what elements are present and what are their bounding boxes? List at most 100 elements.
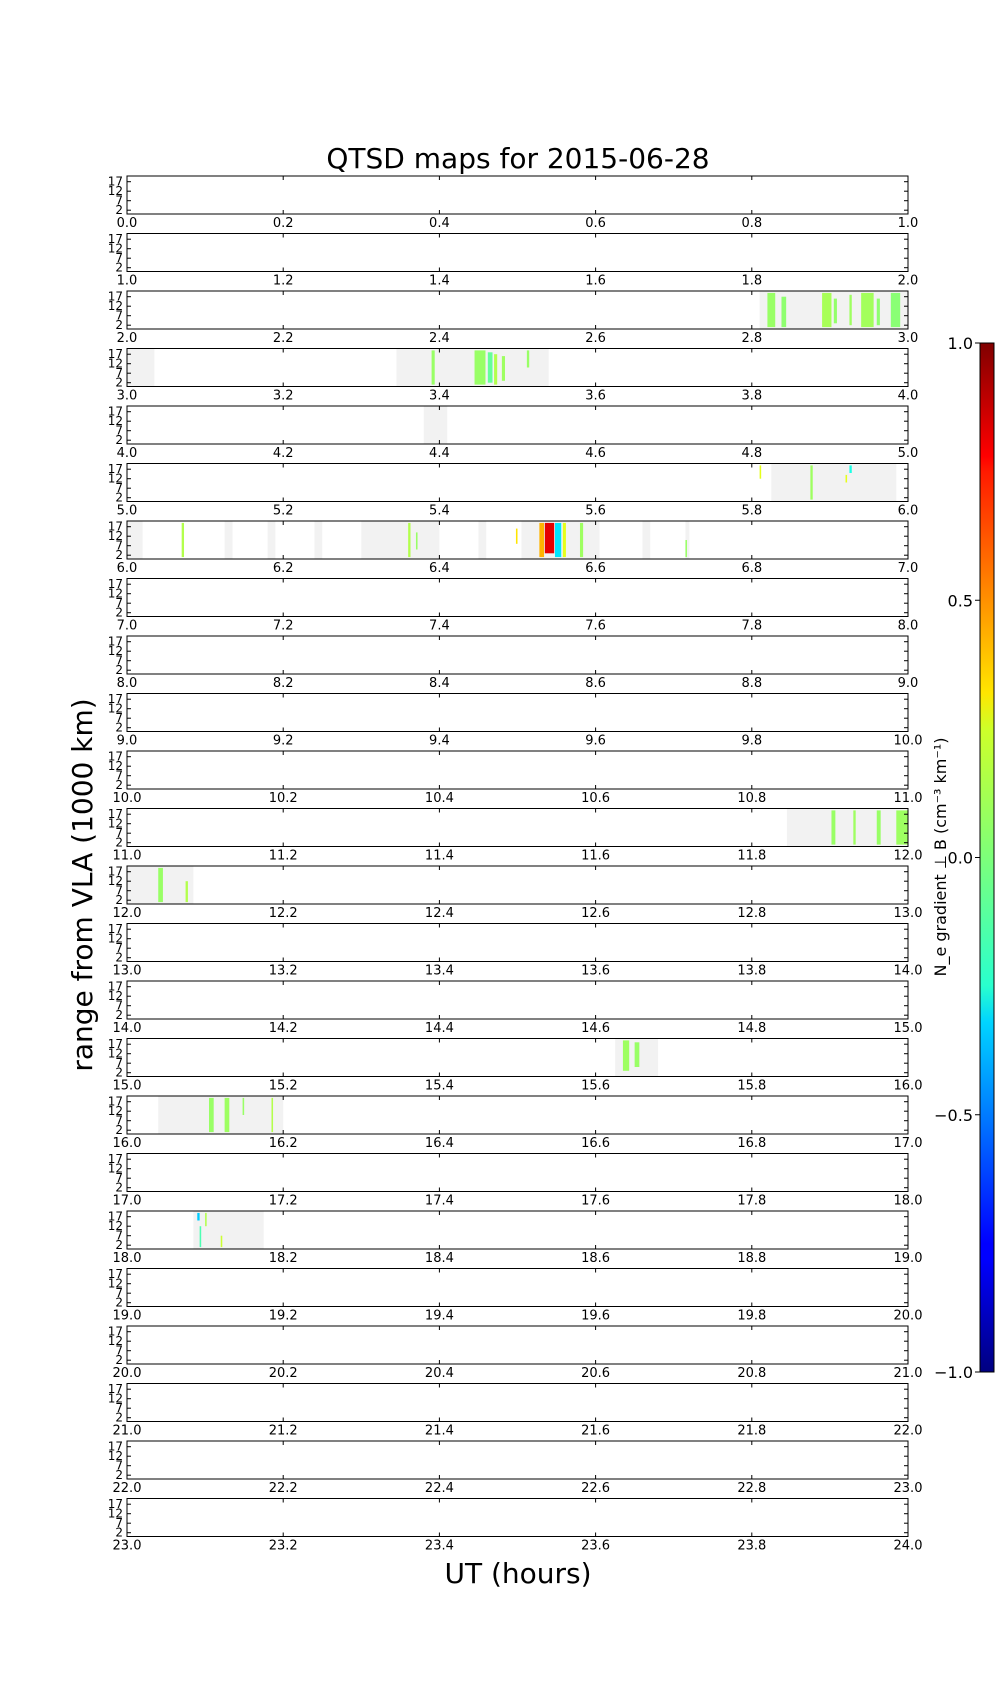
y-tick-label: 17	[108, 1497, 123, 1511]
x-tick-label: 10.4	[425, 791, 454, 806]
x-tick-label: 20.2	[269, 1366, 298, 1381]
y-tick-label: 17	[108, 750, 123, 764]
x-tick-label: 6.2	[273, 561, 294, 576]
x-tick-label: 13.0	[894, 906, 923, 921]
x-tick-label: 22.0	[894, 1424, 923, 1439]
x-tick-label: 5.2	[273, 504, 294, 519]
gradient-event	[181, 522, 185, 558]
gradient-event	[415, 532, 418, 550]
coverage-span	[478, 521, 487, 559]
x-tick-label: 0.0	[117, 216, 138, 231]
x-tick-label: 21.2	[269, 1424, 298, 1439]
gradient-event	[781, 296, 787, 328]
x-tick-label: 16.0	[894, 1079, 923, 1094]
x-tick-label: 20.6	[581, 1366, 610, 1381]
gradient-event	[515, 528, 518, 544]
y-axis-label: range from VLA (1000 km)	[66, 698, 99, 1071]
x-tick-label: 15.0	[894, 1021, 923, 1036]
x-tick-label: 4.6	[585, 446, 606, 461]
gradient-event	[526, 350, 530, 368]
panel-frame	[126, 1210, 909, 1250]
y-tick-label: 7	[115, 1171, 123, 1185]
x-tick-label: 13.4	[425, 964, 454, 979]
coverage-span	[224, 521, 233, 559]
x-tick-label: 9.6	[585, 734, 606, 749]
y-tick-label: 17	[108, 692, 123, 706]
y-tick-label: 12	[108, 702, 123, 716]
x-tick-label: 14.6	[581, 1021, 610, 1036]
x-tick-label: 22.6	[581, 1481, 610, 1496]
x-tick-label: 11.0	[113, 849, 142, 864]
y-tick-label: 17	[108, 1152, 123, 1166]
y-tick-label: 2	[115, 1526, 123, 1540]
x-tick-label: 22.8	[737, 1481, 766, 1496]
x-tick-label: 3.4	[429, 389, 450, 404]
coverage-span	[396, 348, 549, 387]
coverage-span	[127, 521, 143, 559]
y-tick-label: 7	[115, 884, 123, 898]
gradient-event	[474, 350, 486, 385]
gradient-event	[487, 352, 493, 383]
x-tick-label: 15.8	[737, 1079, 766, 1094]
x-tick-label: 5.4	[429, 504, 450, 519]
panel-frame	[126, 578, 909, 617]
x-tick-label: 4.4	[429, 446, 450, 461]
y-tick-label: 17	[108, 462, 123, 476]
x-tick-label: 19.6	[581, 1309, 610, 1324]
y-tick-label: 17	[108, 1095, 123, 1109]
x-tick-label: 20.4	[425, 1366, 454, 1381]
gradient-event	[220, 1235, 223, 1248]
panel-frame	[126, 1095, 909, 1135]
y-tick-label: 2	[115, 778, 123, 792]
colorbar-tick-label: 1.0	[948, 334, 973, 353]
x-tick-label: 13.8	[737, 964, 766, 979]
gradient-event	[501, 356, 506, 381]
panel-frame	[126, 923, 909, 962]
y-tick-label: 2	[115, 1238, 123, 1252]
y-tick-label: 17	[108, 405, 123, 419]
x-tick-label: 15.6	[581, 1079, 610, 1094]
x-tick-label: 10.0	[894, 734, 923, 749]
y-tick-label: 17	[108, 290, 123, 304]
coverage-span	[642, 521, 651, 559]
gradient-event	[849, 294, 852, 326]
y-tick-label: 7	[115, 1401, 123, 1415]
x-tick-label: 21.4	[425, 1424, 454, 1439]
x-tick-label: 2.0	[117, 331, 138, 346]
coverage-span	[267, 521, 276, 559]
y-tick-label: 2	[115, 1008, 123, 1022]
panel-frame	[126, 1498, 909, 1537]
panel-frame	[126, 348, 909, 387]
x-tick-label: 18.6	[581, 1251, 610, 1266]
y-tick-label: 17	[108, 807, 123, 821]
x-tick-label: 19.8	[737, 1309, 766, 1324]
gradient-event	[158, 867, 163, 903]
y-tick-label: 12	[108, 1104, 123, 1118]
x-tick-label: 9.0	[117, 734, 138, 749]
y-tick-label: 7	[115, 769, 123, 783]
y-tick-label: 12	[108, 1507, 123, 1521]
x-tick-label: 8.0	[898, 619, 919, 634]
x-tick-label: 1.0	[117, 274, 138, 289]
x-tick-label: 24.0	[894, 1539, 923, 1554]
coverage-span	[193, 1211, 264, 1249]
coverage-span	[361, 521, 440, 559]
colorbar-tick-label: −1.0	[934, 1363, 973, 1382]
x-tick-label: 5.8	[741, 504, 762, 519]
gradient-event	[224, 1097, 230, 1133]
y-tick-label: 17	[108, 232, 123, 246]
x-tick-label: 21.8	[737, 1424, 766, 1439]
x-tick-label: 17.0	[894, 1136, 923, 1151]
x-tick-label: 7.4	[429, 619, 450, 634]
panel-frame	[126, 693, 909, 732]
x-tick-label: 15.2	[269, 1079, 298, 1094]
x-axis-label: UT (hours)	[444, 1557, 591, 1590]
y-tick-label: 2	[115, 951, 123, 965]
